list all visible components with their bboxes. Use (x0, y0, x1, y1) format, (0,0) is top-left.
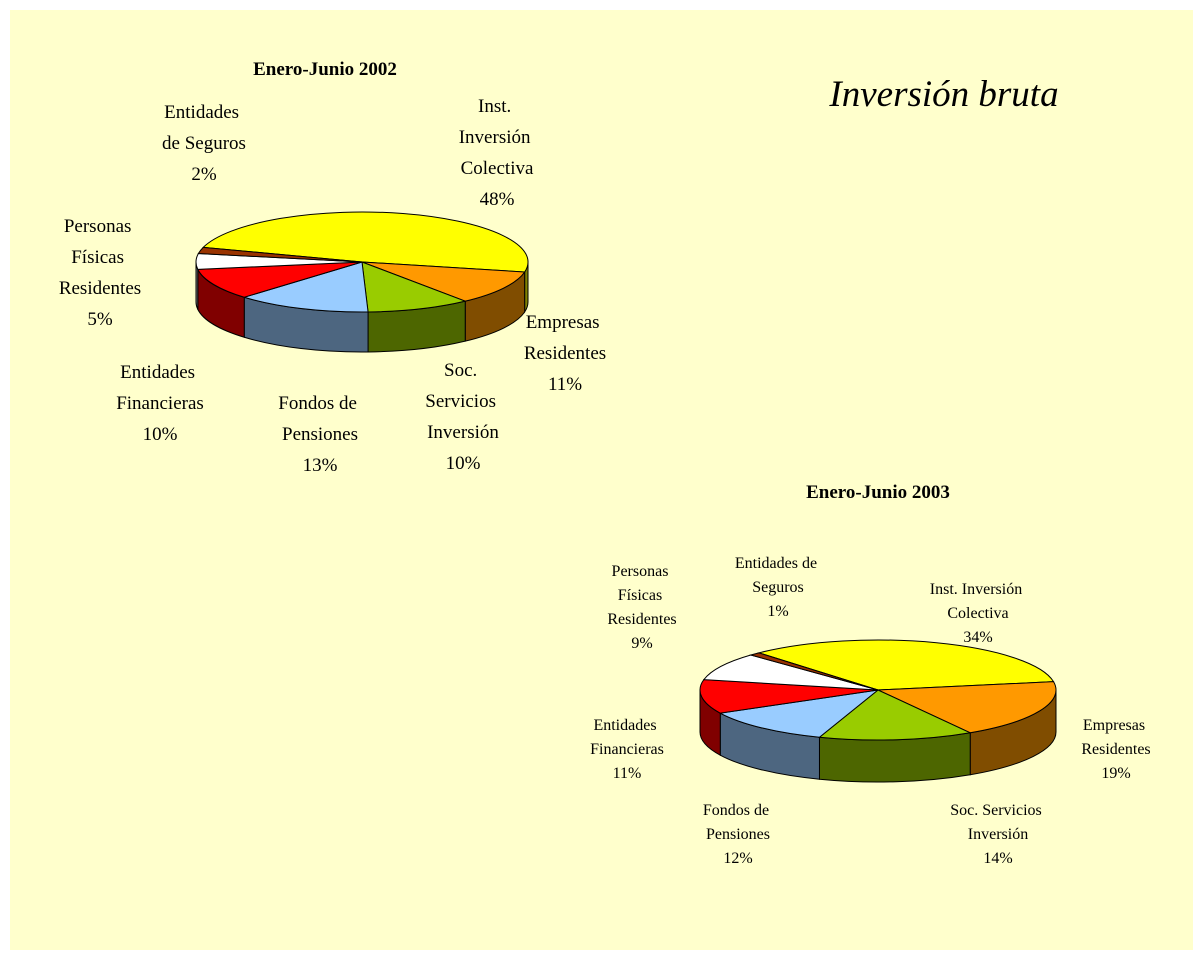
chart-title: Enero-Junio 2003 (806, 482, 950, 503)
slice-value-label: 5% (87, 309, 113, 330)
slice (757, 639, 1055, 691)
slice (718, 689, 880, 738)
slice (202, 211, 529, 273)
pie-tops (699, 639, 1057, 741)
slice-label: Personas Físicas Residentes (607, 563, 676, 628)
slice-label: Personas Físicas Residentes (59, 216, 141, 299)
slice-label: Inst. Inversión Colectiva (930, 581, 1026, 622)
slice (702, 654, 879, 691)
pie-walls (195, 261, 529, 353)
slice-value-label: 14% (983, 850, 1012, 867)
slice-label: Fondos de Pensiones (278, 393, 361, 445)
slice-value-label: 10% (446, 453, 481, 474)
slice-value-label: 34% (963, 629, 992, 646)
slice-label: Soc. Servicios Inversión (950, 802, 1046, 843)
pie-tops (195, 211, 529, 313)
slice-label: Entidades de Seguros (162, 102, 246, 154)
background (10, 10, 1193, 950)
slice-label: Fondos de Pensiones (703, 802, 773, 843)
slice (818, 689, 972, 741)
slice (361, 261, 526, 302)
slice-label: Inst. Inversión Colectiva (459, 96, 536, 179)
page-title: Inversión bruta (828, 74, 1058, 115)
slice-value-label: 9% (631, 635, 652, 652)
slice-value-label: 1% (767, 603, 788, 620)
slice-value-label: 48% (480, 189, 515, 210)
slice-value-label: 11% (548, 374, 582, 395)
slice-value-label: 12% (723, 850, 752, 867)
slice-label: Empresas Residentes (524, 312, 606, 364)
slice (361, 261, 467, 313)
slice (197, 246, 363, 263)
slice (699, 679, 879, 714)
pie-walls (699, 689, 1057, 783)
slice (748, 652, 879, 691)
slice-value-label: 10% (143, 424, 178, 445)
slice-label: Empresas Residentes (1081, 717, 1150, 758)
slice (242, 261, 369, 313)
slice-value-label: 11% (613, 765, 642, 782)
slice-value-label: 13% (303, 455, 338, 476)
slice-label: Entidades de Seguros (735, 555, 821, 596)
slice-value-label: 2% (191, 164, 217, 185)
slice-label: Entidades Financieras (590, 717, 664, 758)
chart-title: Enero-Junio 2002 (253, 59, 397, 80)
slice-label: Soc. Servicios Inversión (425, 360, 500, 443)
slice-value-label: 19% (1101, 765, 1130, 782)
slice (877, 681, 1057, 734)
slice-label: Entidades Financieras (116, 362, 204, 414)
slice (197, 261, 363, 298)
